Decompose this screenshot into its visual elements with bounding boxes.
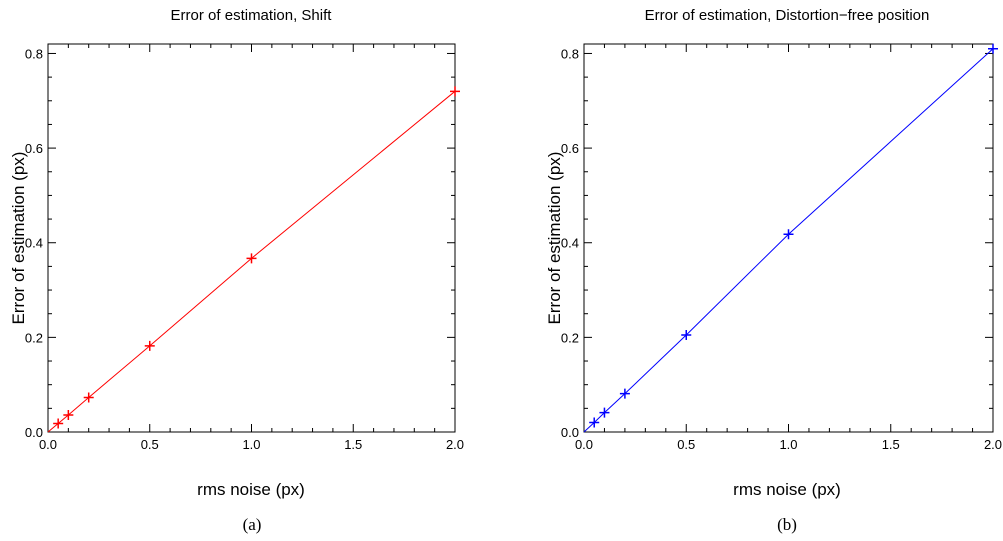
y-axis-label: Error of estimation (px) bbox=[545, 152, 564, 325]
chart-title: Error of estimation, Distortion−free pos… bbox=[645, 7, 930, 24]
data-point-marker bbox=[783, 229, 794, 240]
x-tick-label: 0.5 bbox=[141, 437, 159, 452]
panel-label: (b) bbox=[777, 515, 797, 534]
y-tick-label: 0.8 bbox=[561, 46, 579, 61]
y-tick-label: 0.8 bbox=[25, 46, 43, 61]
data-point-marker bbox=[63, 409, 74, 420]
x-axis-label: rms noise (px) bbox=[733, 480, 841, 499]
data-point-marker bbox=[599, 407, 610, 418]
data-point-marker bbox=[619, 388, 630, 399]
x-tick-label: 1.0 bbox=[242, 437, 260, 452]
panel-a: Error of estimation, Shift 0.0 0.5 1.0 1.5 2.… bbox=[9, 7, 464, 534]
x-tick-label: 0.5 bbox=[677, 437, 695, 452]
x-tick-label: 1.0 bbox=[779, 437, 797, 452]
data-point-marker bbox=[589, 417, 600, 428]
x-tick-label: 0.0 bbox=[39, 437, 57, 452]
x-tick-label: 2.0 bbox=[446, 437, 464, 452]
data-point-marker bbox=[83, 392, 94, 403]
panel-label: (a) bbox=[243, 515, 262, 534]
data-point-marker bbox=[144, 340, 155, 351]
y-axis-label: Error of estimation (px) bbox=[9, 152, 28, 325]
x-tick-label: 1.5 bbox=[344, 437, 362, 452]
data-point-marker bbox=[450, 86, 460, 97]
chart-title: Error of estimation, Shift bbox=[171, 7, 333, 24]
y-tick-label: 0.0 bbox=[561, 425, 579, 440]
series-line bbox=[583, 48, 994, 433]
data-point-marker bbox=[246, 253, 257, 264]
x-tick-label: 2.0 bbox=[984, 437, 1002, 452]
x-axis-label: rms noise (px) bbox=[197, 480, 305, 499]
y-tick-label: 0.2 bbox=[25, 330, 43, 345]
y-tick-label: 0.0 bbox=[25, 425, 43, 440]
panel-b: Error of estimation, Distortion−free pos… bbox=[545, 7, 1002, 534]
x-tick-label: 1.5 bbox=[882, 437, 900, 452]
y-tick-label: 0.4 bbox=[561, 236, 579, 251]
y-tick-label: 0.4 bbox=[25, 236, 43, 251]
plot-frame bbox=[47, 43, 456, 433]
data-point-marker bbox=[988, 43, 998, 54]
data-point-marker bbox=[681, 330, 692, 340]
x-tick-label: 0.0 bbox=[575, 437, 593, 452]
data-point-marker bbox=[53, 418, 64, 429]
y-tick-label: 0.6 bbox=[561, 141, 579, 156]
y-tick-label: 0.6 bbox=[25, 141, 43, 156]
y-tick-label: 0.2 bbox=[561, 330, 579, 345]
